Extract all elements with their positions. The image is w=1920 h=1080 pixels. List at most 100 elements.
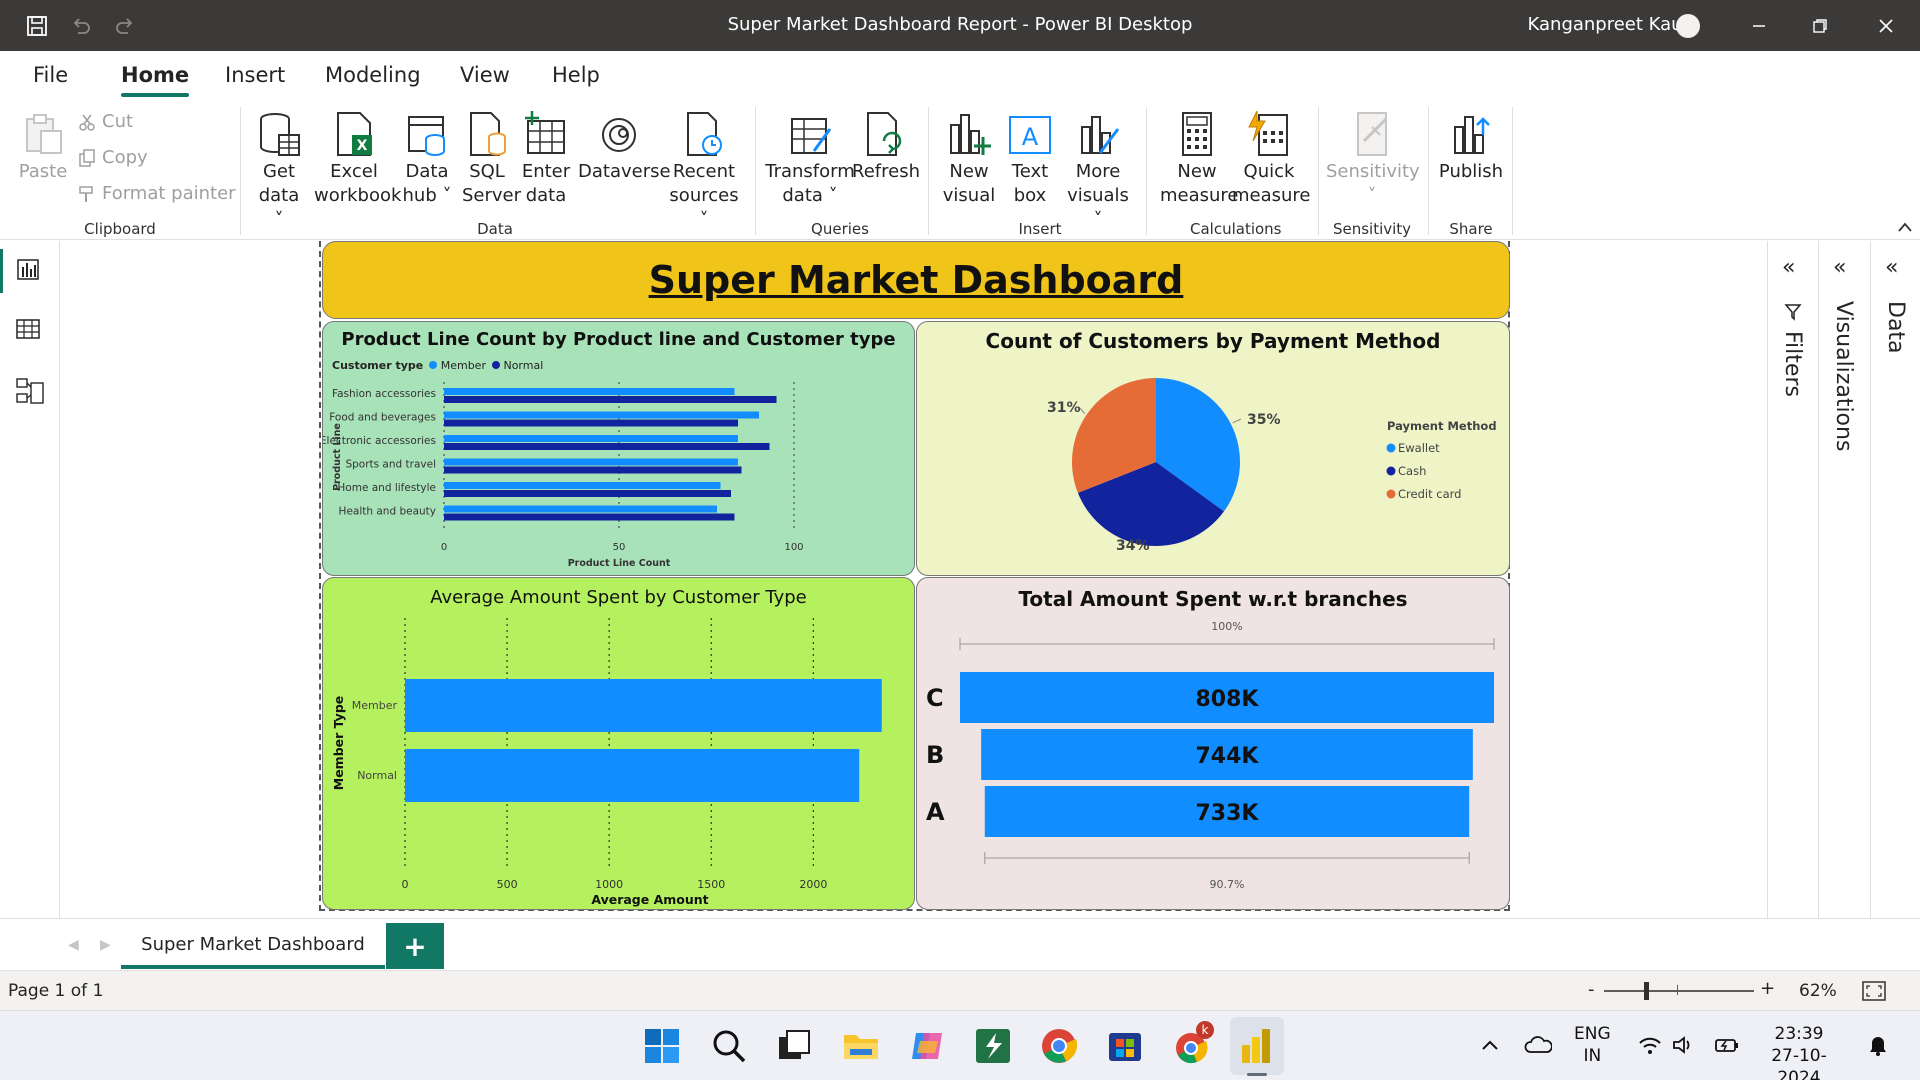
new-measure-label-1: New	[1177, 161, 1216, 182]
refresh-button[interactable]: Refresh	[852, 111, 916, 184]
menu-file[interactable]: File	[33, 63, 68, 87]
data-hub-button[interactable]: Data hub ˅	[400, 111, 454, 208]
publish-button[interactable]: Publish	[1436, 111, 1506, 184]
bar-normal	[444, 490, 731, 497]
scroll-right-icon[interactable]: ▶	[100, 937, 111, 953]
chevron-up-icon[interactable]	[1481, 1039, 1499, 1051]
expand-pane-icon[interactable]: «	[1885, 255, 1898, 280]
page-tab[interactable]: Super Market Dashboard	[121, 923, 385, 969]
new-visual-button[interactable]: New visual	[940, 111, 998, 208]
scroll-left-icon[interactable]: ◀	[68, 937, 79, 953]
language-indicator[interactable]: ENG IN	[1574, 1023, 1611, 1067]
group-calculations: Calculations	[1190, 220, 1274, 238]
transform-label-2: data	[782, 185, 823, 206]
volume-icon[interactable]	[1672, 1035, 1694, 1055]
battery-icon[interactable]	[1714, 1035, 1740, 1055]
report-view-icon[interactable]	[16, 257, 44, 285]
group-sensitivity: Sensitivity	[1330, 220, 1414, 238]
minimize-button[interactable]	[1739, 10, 1779, 42]
windows-start-icon[interactable]	[643, 1027, 681, 1065]
slides-app-icon[interactable]	[974, 1027, 1012, 1065]
sensitivity-button[interactable]: Sensitivity ˅	[1326, 111, 1418, 208]
bar-member	[444, 482, 721, 489]
zoom-in-button[interactable]: +	[1760, 978, 1775, 999]
payment-method-pie[interactable]: 35% 34% 31% Payment Method Ewallet Cash Credit…	[917, 322, 1510, 576]
format-painter-button[interactable]: Format painter	[78, 183, 236, 204]
filters-pane[interactable]: « Filters	[1767, 241, 1818, 918]
chevron-down-icon: ˅	[437, 185, 452, 206]
file-explorer-icon[interactable]	[842, 1027, 880, 1065]
paste-button[interactable]: Paste	[16, 111, 70, 184]
close-button[interactable]	[1866, 10, 1906, 42]
search-icon[interactable]	[710, 1027, 748, 1065]
y-tick-label: Member	[352, 699, 398, 712]
clock[interactable]: 23:39 27-10-2024	[1756, 1023, 1842, 1080]
get-data-button[interactable]: Get data ˅	[252, 111, 306, 232]
add-page-button[interactable]: +	[386, 923, 444, 969]
menu-bar: File Home Insert Modeling View Help	[0, 51, 1920, 99]
x-tick-label: 100	[784, 542, 803, 553]
expand-pane-icon[interactable]: «	[1782, 255, 1795, 280]
ribbon-separator	[1428, 107, 1429, 235]
power-bi-icon[interactable]	[1238, 1027, 1276, 1065]
fit-to-page-icon[interactable]	[1862, 981, 1886, 1001]
menu-help[interactable]: Help	[552, 63, 600, 87]
more-visuals-button[interactable]: More visuals ˅	[1062, 111, 1134, 232]
notification-bell-icon[interactable]	[1868, 1035, 1888, 1057]
chrome-icon[interactable]	[1040, 1027, 1078, 1065]
branch-funnel-chart-panel[interactable]: Total Amount Spent w.r.t branches 100% 80…	[916, 577, 1510, 910]
excel-workbook-button[interactable]: X Excel workbook	[314, 111, 394, 208]
task-view-icon[interactable]	[775, 1027, 813, 1065]
dataverse-button[interactable]: Dataverse	[578, 111, 660, 184]
copy-button[interactable]: Copy	[78, 147, 148, 168]
model-view-icon[interactable]	[16, 377, 44, 405]
user-name[interactable]: Kanganpreet Kaur	[1528, 14, 1690, 35]
store-icon[interactable]	[1106, 1027, 1144, 1065]
text-box-button[interactable]: A Text box	[1004, 111, 1056, 208]
menu-view[interactable]: View	[460, 63, 510, 87]
wifi-icon[interactable]	[1638, 1035, 1662, 1055]
data-pane[interactable]: « Data	[1870, 241, 1920, 918]
zoom-slider-thumb[interactable]	[1644, 982, 1649, 1000]
chevron-down-icon: ˅	[1094, 209, 1103, 230]
cut-button[interactable]: Cut	[78, 111, 133, 132]
new-measure-button[interactable]: New measure	[1160, 111, 1234, 208]
zoom-out-button[interactable]: -	[1588, 979, 1595, 1000]
legend-label: Ewallet	[1398, 441, 1440, 455]
branch-funnel-chart[interactable]: 100% 808K C 744K B 733K A 90.7%	[917, 578, 1510, 910]
avatar[interactable]	[1676, 14, 1700, 38]
menu-insert[interactable]: Insert	[225, 63, 285, 87]
chevron-down-icon: ˅	[275, 209, 284, 230]
product-line-chart[interactable]: 0 50 100 Fashion accessories Food and bevera…	[323, 322, 915, 576]
bar-normal	[444, 396, 777, 403]
category-label: B	[926, 741, 944, 769]
excel-label-2: workbook	[314, 185, 401, 206]
recent-sources-button[interactable]: Recent sources ˅	[666, 111, 742, 232]
payment-method-chart-panel[interactable]: Count of Customers by Payment Method 35%…	[916, 321, 1510, 576]
menu-home[interactable]: Home	[121, 63, 189, 87]
table-view-icon[interactable]	[16, 317, 44, 345]
expand-pane-icon[interactable]: «	[1833, 255, 1846, 280]
scissors-icon	[78, 113, 96, 131]
enter-data-button[interactable]: Enter data	[520, 111, 572, 208]
visualizations-pane[interactable]: « Visualizations	[1818, 241, 1870, 918]
brush-icon	[78, 185, 96, 203]
product-line-chart-panel[interactable]: Product Line Count by Product line and C…	[322, 321, 915, 576]
database-icon	[257, 111, 301, 157]
chevron-down-icon: ˅	[1368, 185, 1377, 206]
sql-server-button[interactable]: SQL Server	[462, 111, 512, 208]
copilot-icon[interactable]	[908, 1027, 946, 1065]
average-amount-chart-panel[interactable]: Average Amount Spent by Customer Type 0 5…	[322, 577, 915, 910]
calculator-icon	[1175, 111, 1219, 157]
onedrive-icon[interactable]	[1524, 1036, 1552, 1054]
quick-measure-button[interactable]: Quick measure	[1232, 111, 1306, 208]
restore-button[interactable]	[1800, 10, 1840, 42]
menu-modeling[interactable]: Modeling	[325, 63, 421, 87]
transform-data-button[interactable]: Transform data ˅	[764, 111, 856, 208]
y-axis-title: Product Line	[332, 423, 343, 491]
collapse-ribbon-icon[interactable]	[1898, 217, 1912, 236]
x-tick-label: 1000	[595, 878, 623, 891]
zoom-slider[interactable]	[1604, 990, 1754, 992]
sql-label-1: SQL	[469, 161, 505, 182]
